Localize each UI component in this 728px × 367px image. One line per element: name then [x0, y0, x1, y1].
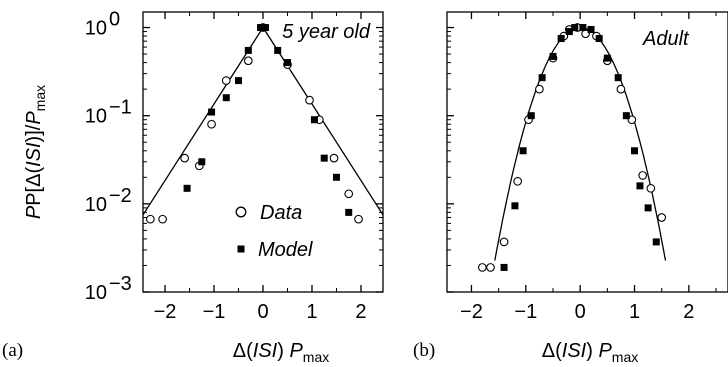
y-tick-label: 10 [85, 18, 107, 40]
model-point-square [603, 54, 611, 62]
data-point-circle [207, 119, 216, 129]
model-point-square [257, 24, 265, 32]
data-point-circle [513, 176, 523, 186]
y-tick-label: 10 [85, 282, 107, 304]
data-point-circle [499, 237, 509, 247]
data-point-circle [180, 153, 189, 163]
model-point-square [538, 74, 546, 82]
model-point-square [310, 116, 318, 124]
data-point-circle [145, 214, 155, 224]
x-tick-label: 0 [575, 301, 586, 323]
data-point-circle [486, 263, 495, 272]
panel-b-letter: (b) [413, 340, 435, 361]
panel-a-fit-line [143, 26, 383, 216]
model-point-square [565, 28, 573, 36]
x-tick-label: 2 [355, 301, 366, 323]
y-tick-exponent: 0 [109, 9, 120, 31]
model-point-square [345, 208, 353, 216]
data-point-circle [305, 95, 314, 105]
x-tick-label: −1 [514, 301, 537, 323]
data-point-circle [638, 171, 648, 180]
legend-data-marker-icon [235, 206, 247, 218]
x-tick-label: 0 [257, 301, 268, 323]
model-point-square [571, 24, 579, 32]
model-point-square [198, 158, 206, 166]
y-tick-label: 10 [85, 106, 107, 128]
legend-model-marker-icon [237, 245, 245, 253]
x-tick-label: −2 [154, 301, 177, 323]
model-point-square [274, 46, 282, 54]
panel-a-letter: (a) [2, 340, 23, 361]
fit-line [494, 26, 667, 261]
data-point-circle [158, 214, 167, 224]
panel-a-data-points [145, 23, 363, 224]
panel-b-adult: −2 −1 0 1 2 Adult Δ(ISI) Pmax (b) [413, 11, 728, 365]
y-tick-exponent: −2 [109, 185, 132, 207]
data-point-circle [646, 183, 656, 193]
model-point-square [631, 147, 639, 155]
x-tick-label: −1 [203, 301, 226, 323]
panel-a-legend: Data Model [235, 202, 313, 261]
model-point-square [549, 52, 557, 60]
data-point-circle [535, 84, 544, 94]
y-tick-exponent: −1 [109, 97, 132, 119]
model-point-square [557, 35, 565, 43]
panel-a-annotation: 5 year old [282, 21, 371, 43]
panel-b-annotation: Adult [642, 28, 690, 50]
model-point-square [283, 59, 291, 67]
data-point-circle [329, 153, 339, 163]
x-tick-label: −2 [460, 301, 483, 323]
panel-b-x-axis-title: Δ(ISI) Pmax [542, 340, 639, 365]
data-point-circle [354, 214, 363, 224]
model-point-square [614, 74, 622, 82]
model-point-square [587, 25, 595, 33]
x-tick-label: 1 [629, 301, 640, 323]
panel-b-ticks: −2 −1 0 1 2 [447, 12, 717, 323]
data-point-circle [221, 76, 231, 85]
panel-a-x-axis-title: Δ(ISI) Pmax [233, 340, 330, 365]
x-tick-label: 2 [683, 301, 694, 323]
model-point-square [622, 112, 630, 120]
y-tick-exponent: −3 [109, 273, 132, 295]
model-point-square [652, 238, 660, 246]
data-point-circle [243, 56, 253, 66]
model-point-square [500, 263, 508, 271]
fit-line [143, 26, 383, 216]
model-point-square [527, 112, 535, 120]
data-point-circle [657, 213, 667, 222]
model-point-square [222, 94, 230, 102]
model-point-square [261, 24, 269, 32]
model-point-square [519, 147, 527, 155]
model-point-square [332, 173, 340, 181]
model-point-square [244, 46, 252, 54]
legend-model-label: Model [258, 239, 313, 261]
data-point-circle [344, 189, 354, 199]
data-point-circle [477, 263, 487, 272]
data-point-circle [616, 84, 626, 94]
model-point-square [183, 184, 191, 192]
model-point-square [320, 154, 328, 162]
model-point-square [595, 35, 603, 43]
legend-data-label: Data [260, 202, 302, 224]
model-point-square [511, 202, 519, 210]
y-tick-label: 10 [85, 194, 107, 216]
x-tick-label: 1 [306, 301, 317, 323]
panel-a-y-axis-title: PP[Δ(ISI)]/Pmax [23, 85, 48, 219]
model-point-square [644, 204, 652, 212]
model-point-square [636, 182, 644, 190]
panel-b-fit-line [494, 26, 667, 261]
panel-b-data-points [477, 23, 667, 272]
model-point-square [235, 77, 243, 85]
data-point-circle [627, 115, 637, 125]
model-point-square [208, 108, 216, 116]
model-point-square [579, 24, 587, 32]
panel-b-plot-frame [446, 11, 728, 293]
